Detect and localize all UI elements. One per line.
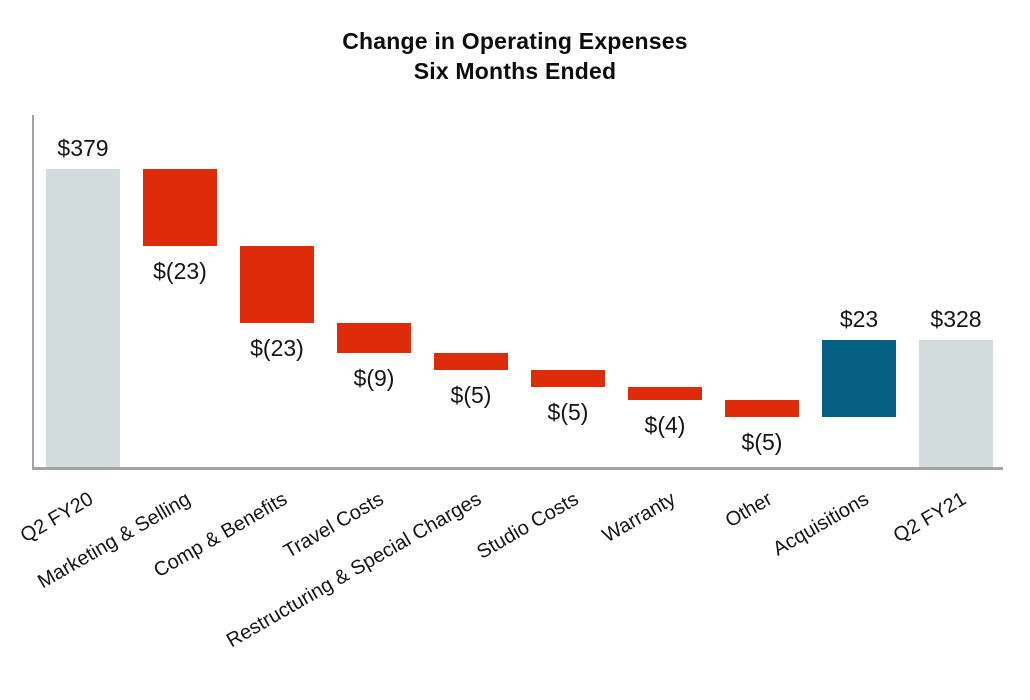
waterfall-bar-studio-costs	[531, 369, 605, 387]
category-label-other: Other	[721, 488, 776, 533]
chart-title-line2: Six Months Ended	[413, 58, 617, 84]
value-label-travel-costs: $(9)	[353, 365, 395, 392]
waterfall-bar-q2-fy21	[919, 339, 993, 467]
waterfall-bar-other	[725, 400, 799, 417]
waterfall-bar-acquisitions	[822, 339, 896, 417]
category-label-warranty: Warranty	[598, 488, 679, 548]
chart-title: Change in Operating Expenses Six Months …	[0, 26, 1030, 86]
value-label-other: $(5)	[741, 428, 783, 455]
waterfall-bar-restructuring-and-special-charges	[434, 353, 508, 370]
x-axis-line	[32, 467, 1003, 470]
value-label-comp-and-benefits: $(23)	[250, 335, 304, 362]
category-label-acquisitions: Acquisitions	[769, 488, 873, 561]
waterfall-bar-comp-and-benefits	[240, 246, 314, 324]
waterfall-bar-travel-costs	[337, 323, 411, 354]
value-label-q2-fy20: $379	[57, 135, 109, 162]
value-label-restructuring-and-special-charges: $(5)	[450, 381, 492, 408]
value-label-warranty: $(4)	[644, 412, 686, 439]
category-label-q2-fy21: Q2 FY21	[889, 488, 970, 548]
value-label-q2-fy21: $328	[930, 305, 982, 332]
category-label-studio-costs: Studio Costs	[472, 488, 582, 564]
y-axis-line	[32, 115, 34, 470]
value-label-marketing-and-selling: $(23)	[153, 258, 207, 285]
waterfall-bar-marketing-and-selling	[143, 169, 217, 247]
chart-title-line1: Change in Operating Expenses	[342, 28, 688, 54]
waterfall-bar-q2-fy20	[46, 169, 120, 467]
value-label-acquisitions: $23	[839, 305, 879, 332]
category-label-q2-fy20: Q2 FY20	[16, 488, 98, 548]
waterfall-bar-warranty	[628, 386, 702, 401]
value-label-studio-costs: $(5)	[547, 398, 589, 425]
